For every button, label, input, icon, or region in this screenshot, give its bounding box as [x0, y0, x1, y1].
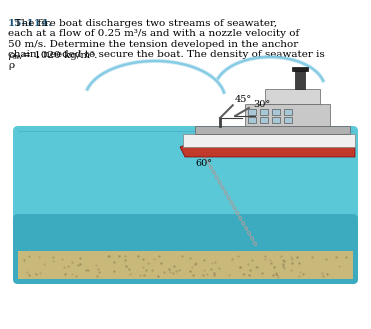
Bar [245, 104, 330, 126]
FancyBboxPatch shape [13, 126, 358, 284]
Polygon shape [180, 141, 355, 157]
Bar [265, 89, 320, 104]
Bar [248, 117, 256, 123]
Bar [260, 109, 268, 115]
Bar [284, 109, 292, 115]
Text: 15–114.: 15–114. [8, 19, 53, 28]
Bar [295, 69, 305, 89]
Bar [284, 117, 292, 123]
Bar [195, 126, 350, 134]
Text: 30°: 30° [253, 100, 270, 109]
Text: 45°: 45° [235, 95, 252, 104]
Polygon shape [183, 134, 355, 147]
Bar [260, 117, 268, 123]
Text: The fire boat discharges two streams of seawater,
each at a flow of 0.25 m³/s an: The fire boat discharges two streams of … [8, 19, 325, 70]
Bar [272, 117, 280, 123]
Text: = 1020 kg/m³.: = 1020 kg/m³. [19, 51, 97, 60]
Bar [292, 67, 308, 71]
Text: 60°: 60° [195, 159, 212, 168]
Bar [18, 251, 353, 279]
Bar [272, 109, 280, 115]
Text: ρ: ρ [8, 51, 14, 60]
Text: sw: sw [13, 53, 23, 61]
Bar [248, 109, 256, 115]
FancyBboxPatch shape [13, 214, 358, 284]
